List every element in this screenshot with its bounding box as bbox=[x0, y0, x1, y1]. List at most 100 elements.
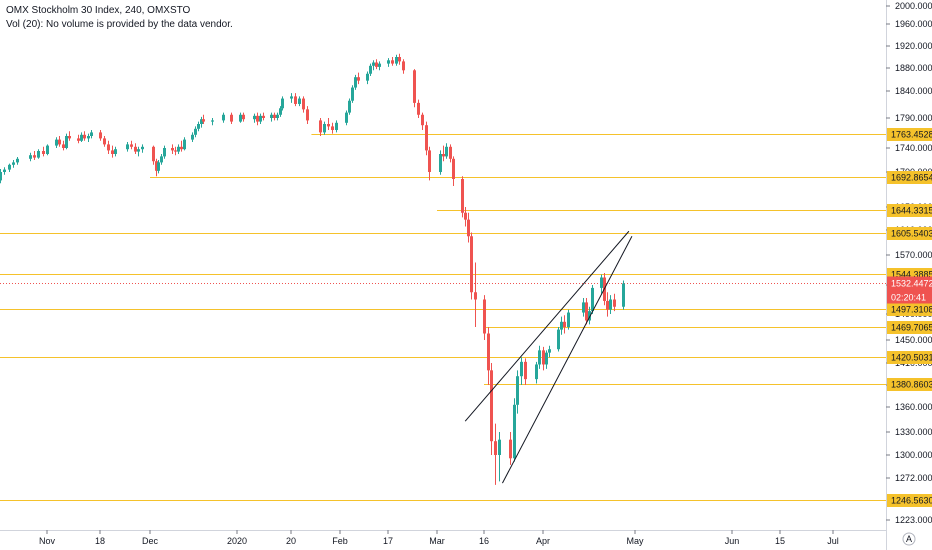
candle-body bbox=[395, 57, 398, 64]
candle-body bbox=[516, 376, 519, 405]
time-tick-label: Feb bbox=[332, 536, 348, 546]
trendline bbox=[501, 236, 633, 484]
price-tick-label: 1790.0000 bbox=[895, 113, 932, 123]
countdown-label: 02:20:41 bbox=[891, 293, 926, 303]
candle bbox=[211, 118, 214, 126]
candle-body bbox=[378, 63, 381, 67]
candle bbox=[33, 151, 36, 160]
candle-body bbox=[194, 128, 197, 135]
candle-body bbox=[171, 148, 174, 151]
candle bbox=[402, 59, 405, 74]
candle-body bbox=[253, 115, 256, 120]
candle-body bbox=[487, 333, 490, 371]
candle bbox=[65, 133, 68, 150]
time-tick-label: 20 bbox=[286, 536, 296, 546]
candle-body bbox=[111, 150, 114, 154]
candle-body bbox=[114, 149, 117, 154]
candle bbox=[194, 126, 197, 138]
candle bbox=[90, 130, 93, 139]
legend-title: OMX Stockholm 30 Index, 240, OMXSTO bbox=[6, 5, 191, 16]
candle-body bbox=[3, 169, 6, 172]
candle-body bbox=[494, 441, 497, 455]
candle-body bbox=[449, 146, 452, 159]
candle-body bbox=[262, 115, 265, 118]
candle-body bbox=[369, 65, 372, 74]
candle bbox=[62, 140, 65, 151]
time-tick-label: Mar bbox=[429, 536, 445, 546]
candle bbox=[12, 160, 15, 168]
candle bbox=[183, 137, 186, 151]
price-level-label: 1605.5403 bbox=[891, 229, 932, 239]
candle-body bbox=[306, 109, 309, 121]
candle bbox=[68, 131, 71, 141]
trendlines bbox=[464, 230, 633, 484]
candle-body bbox=[65, 136, 68, 148]
price-tick-label: 2000.0000 bbox=[895, 1, 932, 11]
candle-body bbox=[600, 277, 603, 288]
candle-body bbox=[281, 98, 284, 109]
candle-body bbox=[87, 136, 90, 139]
candle bbox=[103, 136, 106, 147]
candle bbox=[134, 143, 137, 154]
candle bbox=[351, 85, 354, 103]
candle-body bbox=[327, 124, 330, 127]
candle bbox=[366, 71, 369, 85]
candle-body bbox=[442, 154, 445, 157]
candle-body bbox=[155, 161, 158, 171]
candle-body bbox=[498, 439, 501, 455]
candle-body bbox=[425, 125, 428, 151]
candle-body bbox=[582, 302, 585, 313]
price-tick-label: 1570.0000 bbox=[895, 250, 932, 260]
candle bbox=[298, 96, 301, 107]
candle bbox=[345, 110, 348, 126]
candle bbox=[200, 116, 203, 128]
candle-body bbox=[538, 350, 541, 365]
candle-body bbox=[490, 370, 493, 442]
candle bbox=[163, 145, 166, 159]
candle bbox=[567, 309, 570, 330]
candle bbox=[160, 154, 163, 165]
candle-body bbox=[524, 361, 527, 380]
candle bbox=[273, 112, 276, 121]
candle-body bbox=[152, 146, 155, 162]
candle bbox=[445, 143, 448, 159]
candle-body bbox=[375, 62, 378, 67]
price-tick-label: 1740.0000 bbox=[895, 143, 932, 153]
candle bbox=[563, 315, 566, 334]
time-tick-label: May bbox=[626, 536, 644, 546]
price-level-tag bbox=[887, 351, 932, 364]
candle bbox=[239, 112, 242, 123]
candle-body bbox=[319, 120, 322, 133]
candle-body bbox=[42, 151, 45, 154]
candle bbox=[222, 112, 225, 123]
price-tick-label: 1330.0000 bbox=[895, 427, 932, 437]
candle bbox=[256, 112, 259, 126]
price-level-tag bbox=[887, 494, 932, 507]
candle bbox=[137, 146, 140, 157]
candle-body bbox=[402, 61, 405, 71]
candle bbox=[398, 53, 401, 65]
candle bbox=[80, 132, 83, 142]
candle-body bbox=[58, 139, 61, 145]
candle bbox=[279, 106, 282, 117]
candle bbox=[306, 106, 309, 124]
candle bbox=[606, 292, 609, 317]
candle-body bbox=[107, 144, 110, 151]
candle bbox=[378, 61, 381, 71]
candle-body bbox=[391, 60, 394, 64]
candle bbox=[253, 113, 256, 123]
price-axis: 2000.0000 1960.0000 1920.0000 1880.0000 1840… bbox=[886, 1, 932, 525]
candle-body bbox=[141, 146, 144, 150]
candle-body bbox=[567, 312, 570, 327]
candle bbox=[535, 361, 538, 384]
candle bbox=[413, 69, 416, 108]
candle-body bbox=[230, 114, 233, 122]
candle-body bbox=[126, 144, 129, 150]
auto-scale-label[interactable]: A bbox=[906, 534, 912, 544]
price-level-label: 1469.7065 bbox=[891, 323, 932, 333]
candle-body bbox=[413, 70, 416, 103]
candle-body bbox=[163, 148, 166, 157]
time-tick-label: Apr bbox=[536, 536, 550, 546]
candle-body bbox=[372, 62, 375, 66]
